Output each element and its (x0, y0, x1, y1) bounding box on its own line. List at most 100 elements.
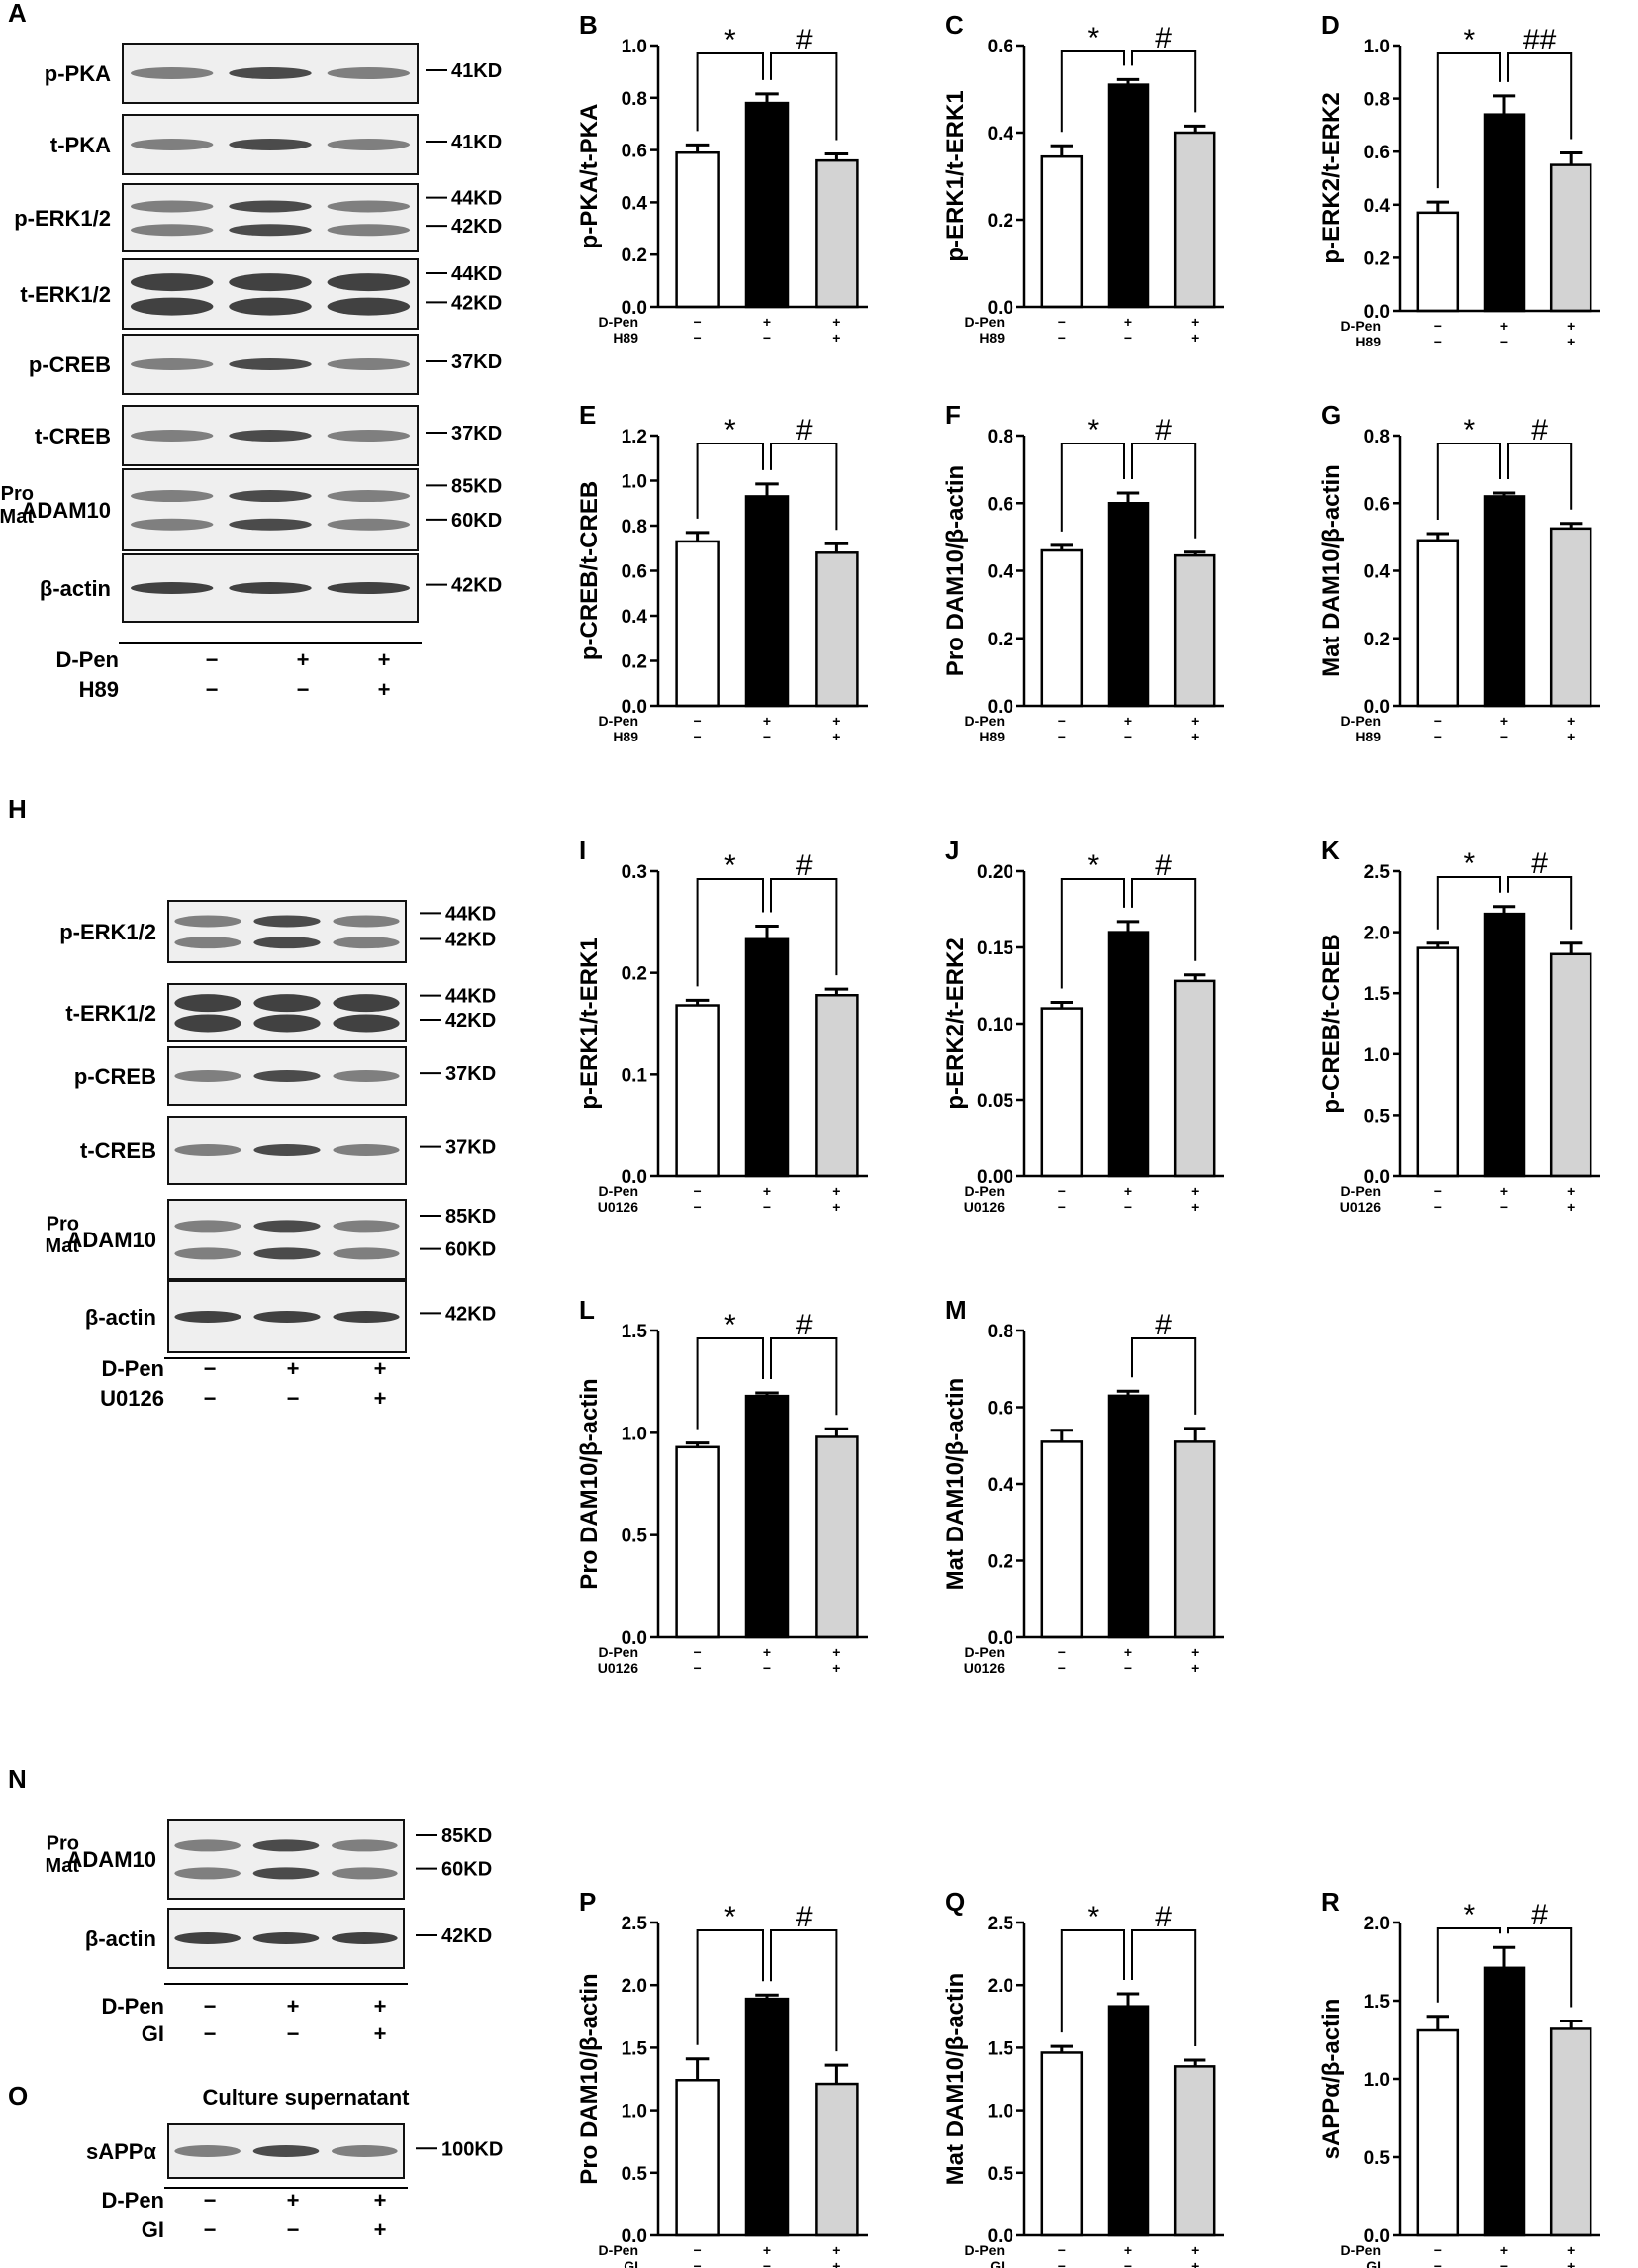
significance-hash-mark: # (1155, 414, 1172, 446)
bar-3 (1549, 952, 1592, 1178)
y-tick-label: 0.8 (988, 427, 1013, 447)
condition-sign: − (1434, 334, 1442, 349)
condition-sign: − (694, 1183, 702, 1199)
panel-letter: A (8, 0, 27, 28)
y-tick-label: 0.0 (1364, 697, 1390, 718)
y-tick-label: 0.6 (988, 1399, 1013, 1420)
condition-sign: + (1191, 713, 1199, 729)
kd-marker-label: 85KD (441, 1825, 492, 1847)
protein-band (174, 2145, 241, 2157)
panel-letter: Q (945, 1887, 965, 1917)
protein-band (333, 994, 400, 1013)
bar-2 (744, 495, 790, 708)
chart-panel-c: C0.00.20.40.6p-ERK1/t-ERK1* #D-PenH89−−+−… (942, 10, 1224, 345)
y-tick-label: 0.20 (977, 862, 1013, 883)
blot-row: β-actin 42KD (40, 553, 502, 623)
kd-marker-label: 37KD (451, 351, 502, 373)
kd-marker-label: 37KD (445, 1063, 496, 1085)
condition-label-dpen: D-Pen (599, 2242, 638, 2258)
protein-band (174, 915, 241, 928)
condition-sign: + (1567, 2258, 1575, 2268)
significance-star-bracket (696, 1337, 764, 1430)
condition-sign: − (1434, 729, 1442, 744)
condition-label-dpen: D-Pen (599, 1183, 638, 1199)
protein-band (253, 1014, 321, 1033)
bar-3 (1173, 979, 1216, 1178)
protein-band (253, 1311, 321, 1323)
y-tick-label: 0.3 (622, 862, 647, 883)
blot-image (122, 468, 419, 551)
protein-band (333, 937, 400, 949)
bar-1 (1040, 154, 1084, 309)
protein-band (229, 273, 312, 292)
y-tick-label: 1.0 (988, 2102, 1013, 2122)
condition-sign: + (1191, 1660, 1199, 1676)
condition-sign: + (1191, 1183, 1199, 1199)
y-tick-label: 1.5 (622, 2038, 648, 2059)
condition-sign: − (1434, 713, 1442, 729)
protein-band (174, 1839, 241, 1852)
y-tick-label: 0.0 (988, 298, 1013, 319)
y-tick-label: 0.0 (988, 2226, 1013, 2247)
kd-marker-label: 41KD (451, 132, 502, 153)
condition-sign: + (1191, 2242, 1199, 2258)
y-axis-label: p-ERK1/t-ERK1 (576, 937, 603, 1109)
panel-letter: G (1321, 400, 1341, 430)
blot-row-label: ADAM10 (22, 498, 111, 523)
significance-star-mark: * (1464, 414, 1476, 446)
y-tick-label: 0.8 (622, 89, 647, 110)
y-tick-label: 0.5 (988, 2164, 1014, 2185)
bar-3 (815, 158, 859, 309)
panel-letter: O (8, 2081, 28, 2111)
blot-row: p-ERK1/2 44KD 42KD (59, 900, 496, 963)
blot-row: β-actin 42KD (85, 1908, 492, 1969)
y-tick-label: 0.6 (1364, 494, 1390, 515)
blot-condition-sign: + (287, 1356, 300, 1381)
bar-2 (744, 937, 790, 1178)
y-tick-label: 0.8 (622, 517, 647, 538)
condition-sign: + (1567, 729, 1575, 744)
y-tick-label: 0.2 (622, 246, 647, 266)
blot-condition-sign: + (378, 647, 391, 672)
y-tick-label: 1.0 (1364, 1045, 1390, 1066)
y-tick-label: 0.4 (1364, 562, 1391, 583)
significance-star-mark: * (1464, 847, 1476, 880)
condition-sign: − (1500, 1199, 1508, 1215)
panel-letter: C (945, 10, 964, 40)
condition-sign: − (1058, 713, 1066, 729)
blot-condition-sign: + (374, 2021, 387, 2046)
condition-sign: − (1434, 2242, 1442, 2258)
protein-band (252, 1867, 320, 1880)
blot-row-label: t-CREB (35, 424, 111, 448)
protein-band (130, 273, 214, 292)
condition-sign: + (1500, 318, 1508, 334)
blot-title: Culture supernatant (202, 2085, 410, 2110)
protein-band (327, 518, 411, 531)
kd-marker-label: 44KD (451, 188, 502, 210)
blot-row-label: ADAM10 (67, 1228, 156, 1252)
y-tick-label: 0.4 (622, 607, 648, 628)
y-tick-label: 0.0 (988, 697, 1013, 718)
y-tick-label: 2.5 (622, 1914, 648, 1934)
blot-condition-label: D-Pen (101, 1356, 164, 1381)
condition-label-dpen: D-Pen (1341, 1183, 1381, 1199)
significance-hash-bracket (770, 1337, 838, 1416)
condition-sign: + (1567, 1199, 1575, 1215)
y-tick-label: 2.0 (1364, 1914, 1390, 1934)
condition-sign: − (1500, 2258, 1508, 2268)
condition-sign: + (1191, 1644, 1199, 1660)
y-tick-label: 0.10 (977, 1015, 1013, 1035)
blot-condition-sign: − (204, 1994, 217, 2019)
condition-sign: − (763, 1660, 771, 1676)
y-tick-label: 0.8 (988, 1322, 1013, 1342)
blot-condition-sign: + (374, 2218, 387, 2242)
condition-label-inhibitor: H89 (613, 729, 638, 744)
condition-sign: + (1191, 729, 1199, 744)
protein-band (327, 139, 411, 150)
